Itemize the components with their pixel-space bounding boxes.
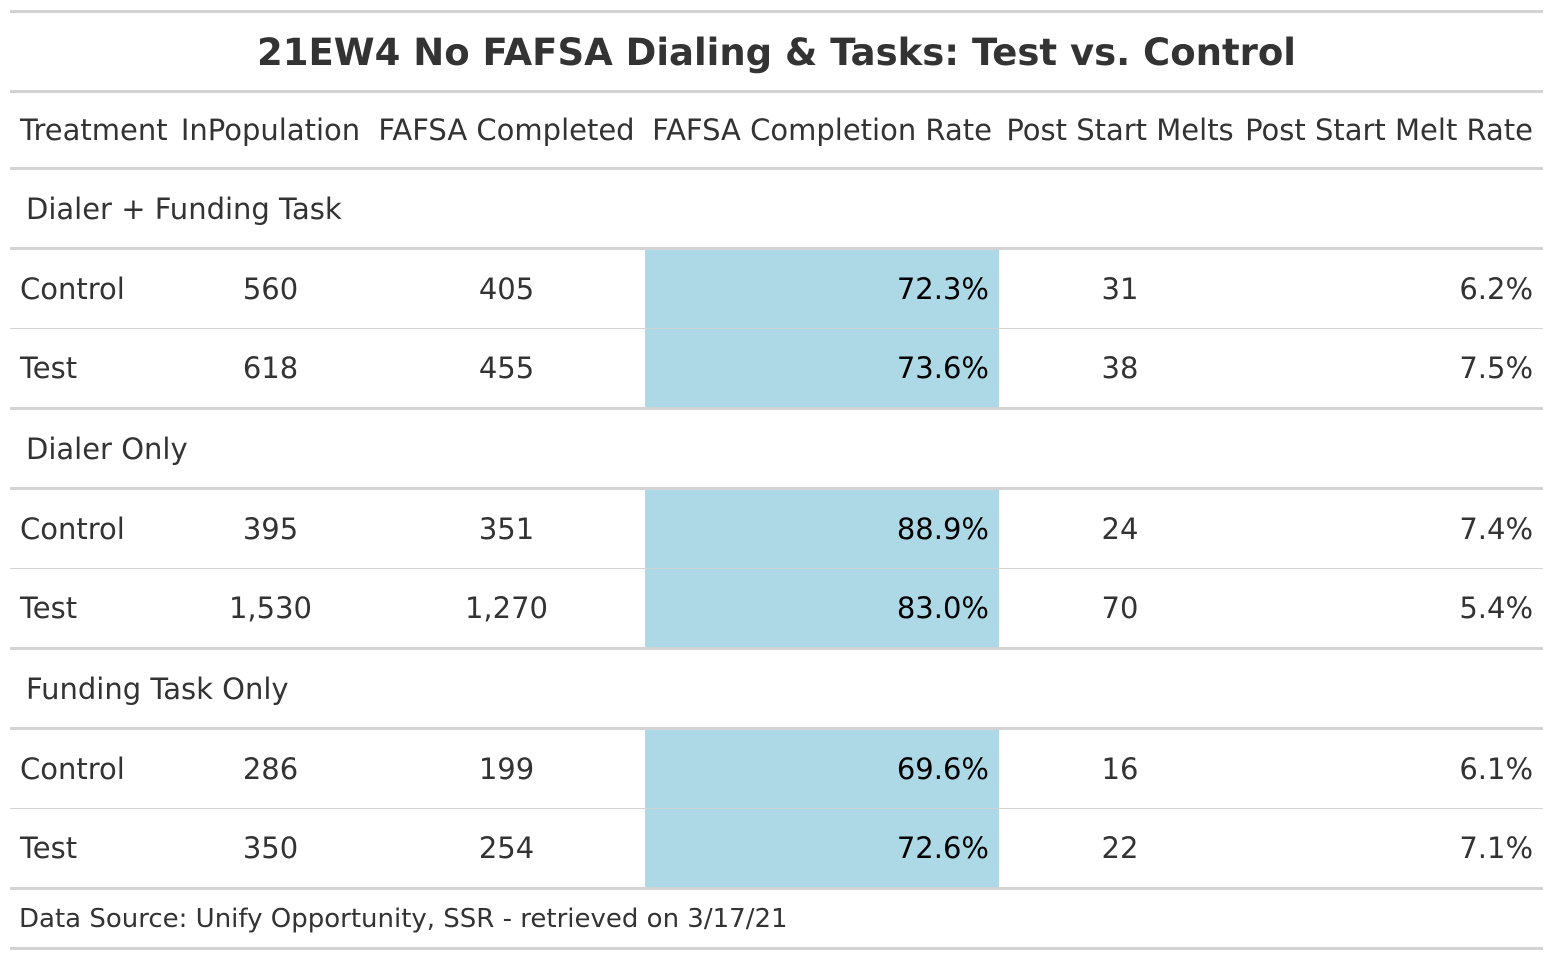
cell-inpopulation: 395 — [173, 488, 368, 569]
cell-treatment: Control — [10, 728, 173, 809]
column-header-fafsa-completed: FAFSA Completed — [368, 91, 645, 170]
column-header-treatment: Treatment — [10, 91, 173, 170]
table-title: 21EW4 No FAFSA Dialing & Tasks: Test vs.… — [10, 11, 1544, 93]
group-row: Dialer Only — [10, 408, 1544, 490]
table-row: Control 286 199 69.6% 16 6.1% — [10, 728, 1544, 809]
cell-post-start-melt-rate: 7.4% — [1241, 488, 1544, 569]
cell-post-start-melt-rate: 7.1% — [1241, 808, 1544, 890]
cell-post-start-melts: 70 — [999, 568, 1241, 650]
table-row: Test 618 455 73.6% 38 7.5% — [10, 328, 1544, 410]
table-row: Test 350 254 72.6% 22 7.1% — [10, 808, 1544, 890]
table-container: 21EW4 No FAFSA Dialing & Tasks: Test vs.… — [10, 10, 1544, 950]
cell-fafsa-completion-rate: 72.6% — [645, 808, 999, 890]
cell-fafsa-completed: 199 — [368, 728, 645, 809]
cell-treatment: Control — [10, 488, 173, 569]
table-row: Control 395 351 88.9% 24 7.4% — [10, 488, 1544, 569]
table-row: Test 1,530 1,270 83.0% 70 5.4% — [10, 568, 1544, 650]
cell-treatment: Test — [10, 808, 173, 890]
cell-fafsa-completion-rate: 88.9% — [645, 488, 999, 569]
cell-post-start-melt-rate: 6.1% — [1241, 728, 1544, 809]
cell-fafsa-completion-rate: 69.6% — [645, 728, 999, 809]
column-header-inpopulation: InPopulation — [173, 91, 368, 170]
cell-post-start-melts: 22 — [999, 808, 1241, 890]
cell-inpopulation: 618 — [173, 328, 368, 410]
cell-fafsa-completion-rate: 73.6% — [645, 328, 999, 410]
cell-treatment: Test — [10, 328, 173, 410]
group-label: Dialer Only — [10, 408, 1544, 490]
cell-post-start-melt-rate: 5.4% — [1241, 568, 1544, 650]
cell-fafsa-completed: 254 — [368, 808, 645, 890]
cell-inpopulation: 560 — [173, 248, 368, 329]
column-header-post-start-melts: Post Start Melts — [999, 91, 1241, 170]
cell-treatment: Control — [10, 248, 173, 329]
column-header-fafsa-completion-rate: FAFSA Completion Rate — [645, 91, 999, 170]
cell-post-start-melts: 38 — [999, 328, 1241, 410]
group-label: Dialer + Funding Task — [10, 168, 1544, 250]
cell-post-start-melts: 16 — [999, 728, 1241, 809]
table-row: Control 560 405 72.3% 31 6.2% — [10, 248, 1544, 329]
cell-treatment: Test — [10, 568, 173, 650]
cell-fafsa-completed: 351 — [368, 488, 645, 569]
cell-post-start-melt-rate: 6.2% — [1241, 248, 1544, 329]
cell-inpopulation: 1,530 — [173, 568, 368, 650]
group-row: Dialer + Funding Task — [10, 168, 1544, 250]
cell-fafsa-completed: 405 — [368, 248, 645, 329]
group-label: Funding Task Only — [10, 648, 1544, 730]
cell-fafsa-completed: 455 — [368, 328, 645, 410]
cell-fafsa-completion-rate: 72.3% — [645, 248, 999, 329]
column-header-post-start-melt-rate: Post Start Melt Rate — [1241, 91, 1544, 170]
data-table: 21EW4 No FAFSA Dialing & Tasks: Test vs.… — [10, 10, 1544, 950]
cell-fafsa-completion-rate: 83.0% — [645, 568, 999, 650]
cell-post-start-melts: 24 — [999, 488, 1241, 569]
cell-post-start-melts: 31 — [999, 248, 1241, 329]
cell-post-start-melt-rate: 7.5% — [1241, 328, 1544, 410]
cell-inpopulation: 350 — [173, 808, 368, 890]
group-row: Funding Task Only — [10, 648, 1544, 730]
cell-fafsa-completed: 1,270 — [368, 568, 645, 650]
cell-inpopulation: 286 — [173, 728, 368, 809]
source-note: Data Source: Unify Opportunity, SSR - re… — [19, 903, 788, 934]
